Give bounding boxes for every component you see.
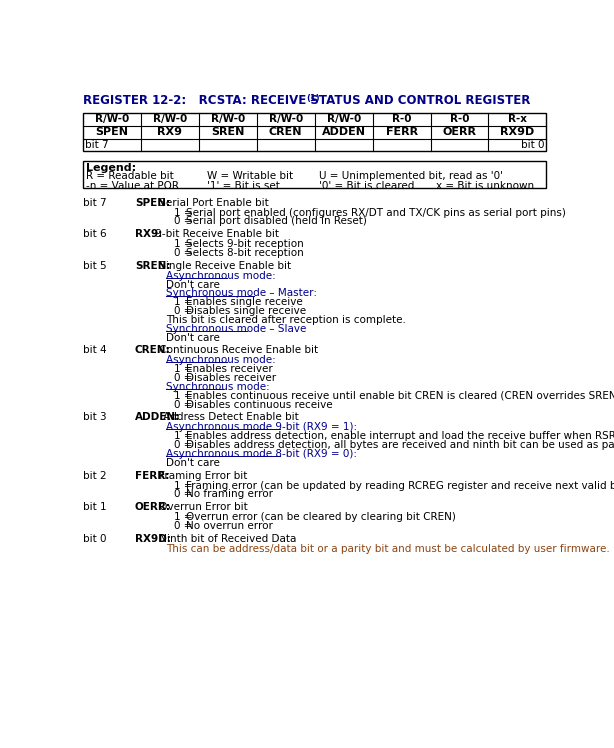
Text: Enables continuous receive until enable bit CREN is cleared (CREN overrides SREN: Enables continuous receive until enable … <box>186 391 614 401</box>
Text: Framing Error bit: Framing Error bit <box>156 470 247 480</box>
Text: 0 =: 0 = <box>174 440 195 450</box>
Text: bit 6: bit 6 <box>83 229 107 239</box>
Text: U = Unimplemented bit, read as '0': U = Unimplemented bit, read as '0' <box>319 171 503 181</box>
Text: 1 =: 1 = <box>174 512 195 522</box>
Text: Asynchronous mode:: Asynchronous mode: <box>166 355 276 366</box>
Text: Don't care: Don't care <box>166 458 220 468</box>
Text: 0 =: 0 = <box>174 373 195 383</box>
Text: 1 =: 1 = <box>174 297 195 307</box>
Text: Selects 9-bit reception: Selects 9-bit reception <box>186 239 304 249</box>
Text: R/W-0: R/W-0 <box>153 114 187 124</box>
Text: Disables single receive: Disables single receive <box>186 306 306 316</box>
Text: OERR: OERR <box>443 127 476 138</box>
Text: R-0: R-0 <box>449 114 469 124</box>
Text: 9-bit Receive Enable bit: 9-bit Receive Enable bit <box>152 229 279 239</box>
Text: FERR:: FERR: <box>135 470 169 480</box>
Text: 0 =: 0 = <box>174 306 195 316</box>
Text: RX9:: RX9: <box>135 229 162 239</box>
Text: (1): (1) <box>306 94 320 103</box>
Text: bit 2: bit 2 <box>83 470 107 480</box>
Text: R-0: R-0 <box>392 114 411 124</box>
Bar <box>83 161 546 188</box>
Text: 0 =: 0 = <box>174 521 195 531</box>
Text: Serial Port Enable bit: Serial Port Enable bit <box>156 197 269 207</box>
Text: RX9D: RX9D <box>500 127 535 138</box>
Text: bit 5: bit 5 <box>83 261 107 271</box>
Text: SPEN:: SPEN: <box>135 197 170 207</box>
Text: R-x: R-x <box>508 114 527 124</box>
Text: Enables receiver: Enables receiver <box>186 364 273 374</box>
Text: Overrun Error bit: Overrun Error bit <box>156 502 248 512</box>
Text: bit 7: bit 7 <box>83 197 107 207</box>
Text: RX9: RX9 <box>157 127 182 138</box>
Text: bit 4: bit 4 <box>83 346 107 355</box>
Text: -n = Value at POR: -n = Value at POR <box>86 180 179 191</box>
Text: Address Detect Enable bit: Address Detect Enable bit <box>160 412 299 423</box>
Text: This bit is cleared after reception is complete.: This bit is cleared after reception is c… <box>166 315 406 325</box>
Text: R/W-0: R/W-0 <box>95 114 129 124</box>
Text: 1 =: 1 = <box>174 239 195 249</box>
Text: CREN: CREN <box>269 127 303 138</box>
Text: Disables receiver: Disables receiver <box>186 373 276 383</box>
Text: REGISTER 12-2:   RCSTA: RECEIVE STATUS AND CONTROL REGISTER: REGISTER 12-2: RCSTA: RECEIVE STATUS AND… <box>83 94 530 108</box>
Text: SREN: SREN <box>211 127 244 138</box>
Text: Asynchronous mode:: Asynchronous mode: <box>166 271 276 280</box>
Text: Serial port disabled (held in Reset): Serial port disabled (held in Reset) <box>186 216 367 227</box>
Text: 0 =: 0 = <box>174 489 195 500</box>
Text: 0 =: 0 = <box>174 216 195 227</box>
Text: Disables continuous receive: Disables continuous receive <box>186 399 333 410</box>
Text: Synchronous mode – Slave: Synchronous mode – Slave <box>166 324 306 334</box>
Text: ADDEN: ADDEN <box>322 127 366 138</box>
Text: 1 =: 1 = <box>174 364 195 374</box>
Text: bit 0: bit 0 <box>521 140 544 150</box>
Text: No framing error: No framing error <box>186 489 273 500</box>
Text: Selects 8-bit reception: Selects 8-bit reception <box>186 248 304 258</box>
Text: Ninth bit of Received Data: Ninth bit of Received Data <box>156 533 297 544</box>
Text: 0 =: 0 = <box>174 399 195 410</box>
Text: No overrun error: No overrun error <box>186 521 273 531</box>
Text: R/W-0: R/W-0 <box>268 114 303 124</box>
Text: RX9D:: RX9D: <box>135 533 171 544</box>
Text: Single Receive Enable bit: Single Receive Enable bit <box>156 261 291 271</box>
Text: Legend:: Legend: <box>86 163 136 173</box>
Text: Don't care: Don't care <box>166 333 220 343</box>
Text: 1 =: 1 = <box>174 480 195 491</box>
Text: 1 =: 1 = <box>174 207 195 218</box>
Text: SREN:: SREN: <box>135 261 170 271</box>
Bar <box>83 113 546 151</box>
Text: x = Bit is unknown: x = Bit is unknown <box>435 180 534 191</box>
Text: Synchronous mode – Master:: Synchronous mode – Master: <box>166 289 317 298</box>
Text: bit 0: bit 0 <box>83 533 106 544</box>
Text: W = Writable bit: W = Writable bit <box>207 171 293 181</box>
Text: '1' = Bit is set: '1' = Bit is set <box>207 180 280 191</box>
Text: 1 =: 1 = <box>174 391 195 401</box>
Text: Disables address detection, all bytes are received and ninth bit can be used as : Disables address detection, all bytes ar… <box>186 440 614 450</box>
Text: ADDEN:: ADDEN: <box>135 412 180 423</box>
Text: Enables address detection, enable interrupt and load the receive buffer when RSR: Enables address detection, enable interr… <box>186 432 614 441</box>
Text: 0 =: 0 = <box>174 248 195 258</box>
Text: OERR:: OERR: <box>135 502 171 512</box>
Text: Asynchronous mode 9-bit (RX9 = 1):: Asynchronous mode 9-bit (RX9 = 1): <box>166 423 357 432</box>
Text: bit 3: bit 3 <box>83 412 107 423</box>
Text: R/W-0: R/W-0 <box>327 114 361 124</box>
Text: Synchronous mode:: Synchronous mode: <box>166 382 270 392</box>
Text: 1 =: 1 = <box>174 432 195 441</box>
Text: Asynchronous mode 8-bit (RX9 = 0):: Asynchronous mode 8-bit (RX9 = 0): <box>166 449 357 459</box>
Text: R = Readable bit: R = Readable bit <box>86 171 174 181</box>
Text: bit 1: bit 1 <box>83 502 107 512</box>
Text: Don't care: Don't care <box>166 280 220 289</box>
Text: Enables single receive: Enables single receive <box>186 297 303 307</box>
Text: This can be address/data bit or a parity bit and must be calculated by user firm: This can be address/data bit or a parity… <box>166 544 610 554</box>
Text: bit 7: bit 7 <box>85 140 109 150</box>
Text: R/W-0: R/W-0 <box>211 114 245 124</box>
Text: Overrun error (can be cleared by clearing bit CREN): Overrun error (can be cleared by clearin… <box>186 512 456 522</box>
Text: FERR: FERR <box>386 127 418 138</box>
Text: '0' = Bit is cleared: '0' = Bit is cleared <box>319 180 414 191</box>
Text: Framing error (can be updated by reading RCREG register and receive next valid b: Framing error (can be updated by reading… <box>186 480 614 491</box>
Text: SPEN: SPEN <box>95 127 128 138</box>
Text: Continuous Receive Enable bit: Continuous Receive Enable bit <box>156 346 318 355</box>
Text: CREN:: CREN: <box>135 346 171 355</box>
Text: Serial port enabled (configures RX/DT and TX/CK pins as serial port pins): Serial port enabled (configures RX/DT an… <box>186 207 566 218</box>
